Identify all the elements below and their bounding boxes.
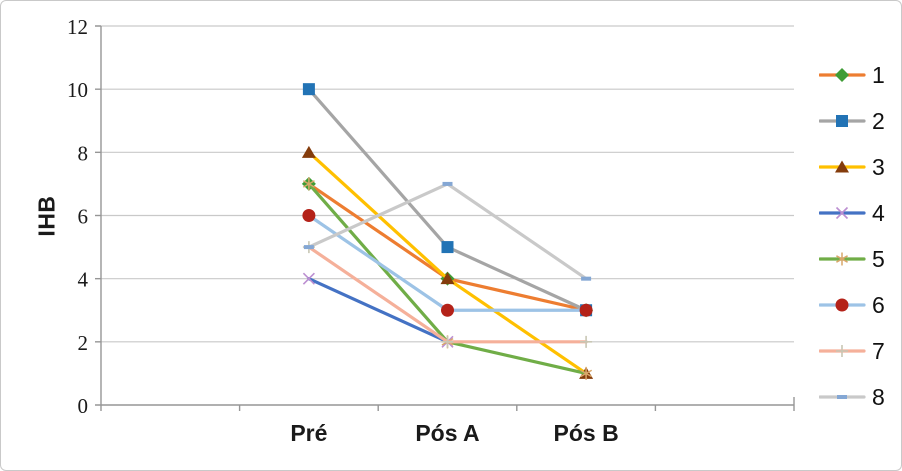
legend-key-icon — [819, 68, 866, 82]
y-tick-label: 12 — [67, 15, 88, 39]
series-7-marker — [441, 335, 454, 348]
legend-marker — [836, 115, 848, 127]
legend-label: 2 — [872, 107, 885, 134]
legend-key-icon — [819, 345, 866, 357]
series-7-line — [307, 245, 588, 344]
legend-key-icon — [819, 160, 866, 173]
legend-label: 7 — [872, 337, 885, 364]
legend-key-icon — [819, 298, 866, 312]
series-2-marker — [302, 83, 315, 96]
legend-marker — [836, 345, 848, 357]
x-category-label: Pré — [290, 420, 327, 446]
series-3-marker — [301, 145, 316, 158]
series-6-marker — [579, 303, 593, 317]
legend-label: 8 — [872, 383, 885, 410]
legend-item-6: 6 — [819, 282, 885, 328]
series-8-marker — [303, 245, 314, 250]
legend-marker — [835, 298, 849, 312]
series-3-marker — [440, 272, 455, 285]
series-5-marker — [580, 366, 593, 380]
y-tick-label: 10 — [67, 78, 88, 102]
legend-label: 3 — [872, 153, 885, 180]
series-4-line — [307, 277, 450, 344]
legend-item-5: 5 — [819, 236, 885, 282]
legend-item-2: 2 — [819, 98, 885, 144]
legend-marker — [835, 206, 849, 220]
series-5-marker — [302, 177, 315, 191]
legend-item-7: 7 — [819, 328, 885, 374]
legend-key-icon — [819, 115, 866, 127]
legend-item-1: 1 — [819, 52, 885, 98]
legend-label: 4 — [872, 199, 885, 226]
legend-key-icon — [819, 206, 866, 220]
series-8-marker — [442, 181, 453, 186]
legend-label: 1 — [872, 61, 885, 88]
legend-key-icon — [819, 252, 866, 266]
y-tick-label: 4 — [78, 268, 89, 292]
legend-item-3: 3 — [819, 144, 885, 190]
series-4-marker — [302, 272, 315, 285]
y-tick-label: 0 — [78, 394, 89, 418]
series-2-marker — [441, 241, 454, 254]
legend-item-8: 8 — [819, 374, 885, 420]
y-axis-title: IHB — [33, 195, 60, 237]
legend-marker — [835, 68, 849, 82]
legend-item-4: 4 — [819, 190, 885, 236]
x-category-label: Pós B — [554, 420, 619, 446]
y-tick-label: 2 — [78, 331, 89, 355]
legend-marker — [837, 395, 847, 399]
series-7-marker — [580, 335, 593, 348]
series-6-marker — [441, 303, 454, 317]
y-tick-label: 6 — [78, 205, 89, 229]
y-tick-label: 8 — [78, 141, 89, 165]
legend-key-icon — [819, 395, 866, 399]
legend-marker — [835, 160, 849, 173]
legend-label: 5 — [872, 245, 885, 272]
legend-label: 6 — [872, 291, 885, 318]
series-6-marker — [302, 209, 316, 222]
legend-marker — [836, 252, 848, 266]
series-8-marker — [581, 276, 592, 281]
chart-legend: 1 2 3 4 5 6 7 8 — [819, 52, 885, 420]
x-category-label: Pós A — [415, 420, 479, 446]
